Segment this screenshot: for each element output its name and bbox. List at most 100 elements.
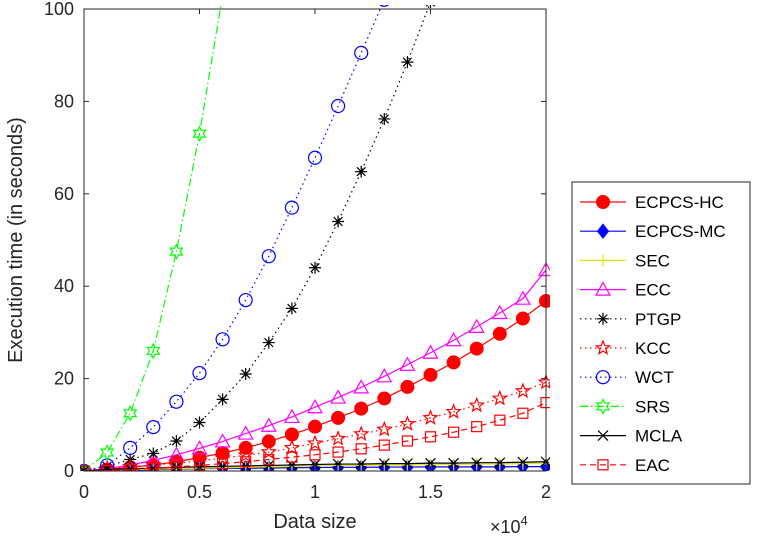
data-point-wct <box>331 98 346 114</box>
data-point-mcla <box>101 464 113 471</box>
data-point-wct <box>169 394 184 409</box>
data-point-wct <box>284 200 299 215</box>
data-point-mcla <box>332 458 344 470</box>
data-point-eac <box>471 421 483 433</box>
legend-marker-ecc <box>594 281 612 296</box>
data-point-ptgp <box>332 215 345 228</box>
legend-marker-sec <box>597 254 609 267</box>
data-point-srs <box>123 404 138 422</box>
legend-label-ecpcs-mc: ECPCS-MC <box>635 222 726 241</box>
data-point-wct <box>215 332 230 347</box>
data-point-ptgp <box>401 56 414 69</box>
data-point-kcc <box>445 403 462 419</box>
series-ptgp <box>80 5 436 471</box>
series-line-ecc <box>83 269 547 471</box>
data-point-kcc <box>514 382 532 399</box>
data-point-ptgp <box>101 460 114 471</box>
data-point-kcc <box>283 439 301 455</box>
series-mcla <box>80 456 550 471</box>
series-sec <box>80 457 550 471</box>
x-tick-label: 0.5 <box>187 482 212 502</box>
data-point-srs <box>169 243 184 260</box>
data-point-mcla <box>263 460 275 471</box>
legend-label-srs: SRS <box>635 397 670 416</box>
legend-marker-ecpcs-hc <box>596 195 610 209</box>
y-tick-label: 40 <box>54 276 74 296</box>
legend-label-mcla: MCLA <box>635 427 683 446</box>
data-point-ecpcs-hc <box>331 410 346 425</box>
data-point-wct <box>261 249 276 264</box>
data-point-mcla <box>517 456 529 468</box>
data-point-eac <box>124 464 136 471</box>
data-point-wct <box>354 45 369 60</box>
data-point-ecc <box>168 446 185 461</box>
data-point-ptgp <box>239 367 252 380</box>
data-point-ptgp <box>262 336 275 349</box>
data-point-ecc <box>306 399 324 414</box>
legend-entry-ecc: ECC <box>580 281 671 300</box>
data-point-wct <box>146 420 161 435</box>
legend-entry-ptgp: PTGP <box>580 310 681 329</box>
data-point-ecc <box>353 379 370 394</box>
data-point-sec <box>447 458 460 471</box>
data-point-sec <box>470 458 483 471</box>
data-point-ecpcs-mc <box>539 458 550 471</box>
y-tick-label: 60 <box>54 184 74 204</box>
data-point-eac <box>424 431 437 443</box>
data-point-mcla <box>448 457 460 469</box>
data-point-ecpcs-hc <box>377 391 392 406</box>
data-point-eac <box>494 414 506 426</box>
legend-marker-ptgp <box>597 312 609 325</box>
data-point-eac <box>309 449 321 461</box>
x-axis-label: Data size <box>273 511 356 533</box>
data-point-eac <box>517 407 529 419</box>
data-point-sec <box>378 458 391 471</box>
series-line-srs <box>83 5 222 471</box>
series-layer <box>80 0 550 471</box>
x-tick-label: 1.5 <box>418 482 443 502</box>
data-point-ecc <box>514 290 531 305</box>
data-point-eac <box>147 462 159 471</box>
data-point-eac <box>448 426 460 438</box>
x-tick-label: 2 <box>541 482 551 502</box>
data-point-ptgp <box>309 261 321 274</box>
data-point-ptgp <box>355 165 368 178</box>
data-point-mcla <box>124 463 136 471</box>
data-point-srs <box>217 0 229 2</box>
x-exponent-base: ×10 <box>490 517 521 537</box>
legend-label-ecpcs-hc: ECPCS-HC <box>635 193 724 212</box>
legend-label-ptgp: PTGP <box>635 310 681 329</box>
data-point-wct <box>307 150 323 165</box>
data-point-ptgp <box>285 302 298 315</box>
plot-area <box>84 9 546 471</box>
legend-entry-wct: WCT <box>580 368 674 387</box>
legend-label-eac: EAC <box>635 456 670 475</box>
data-point-wct <box>379 5 390 7</box>
data-point-ptgp <box>193 416 206 429</box>
data-point-sec <box>401 458 414 471</box>
legend-entry-eac: EAC <box>580 456 670 475</box>
data-point-kcc <box>491 389 509 406</box>
x-tick-label: 1 <box>310 482 320 502</box>
data-point-mcla <box>378 458 390 470</box>
data-point-srs <box>80 462 92 471</box>
data-point-ecc <box>101 460 114 471</box>
data-point-ptgp <box>170 434 183 447</box>
data-point-ecpcs-hc <box>400 379 415 394</box>
data-point-eac <box>170 461 182 471</box>
legend-entry-mcla: MCLA <box>580 427 683 446</box>
data-point-kcc <box>306 434 324 451</box>
legend-marker-srs <box>595 398 611 415</box>
data-point-ecc <box>145 452 162 467</box>
legend-marker-eac <box>597 459 609 471</box>
legend-marker-kcc <box>594 339 612 356</box>
data-point-mcla <box>147 462 159 471</box>
legend-entry-kcc: KCC <box>580 339 671 358</box>
legend-marker-wct <box>595 370 611 385</box>
data-point-ecpcs-hc <box>423 367 438 382</box>
data-point-ecpcs-hc <box>284 427 299 442</box>
data-point-sec <box>332 459 345 471</box>
data-point-mcla <box>425 457 436 469</box>
data-point-kcc <box>468 396 485 413</box>
data-point-ptgp <box>378 112 391 125</box>
